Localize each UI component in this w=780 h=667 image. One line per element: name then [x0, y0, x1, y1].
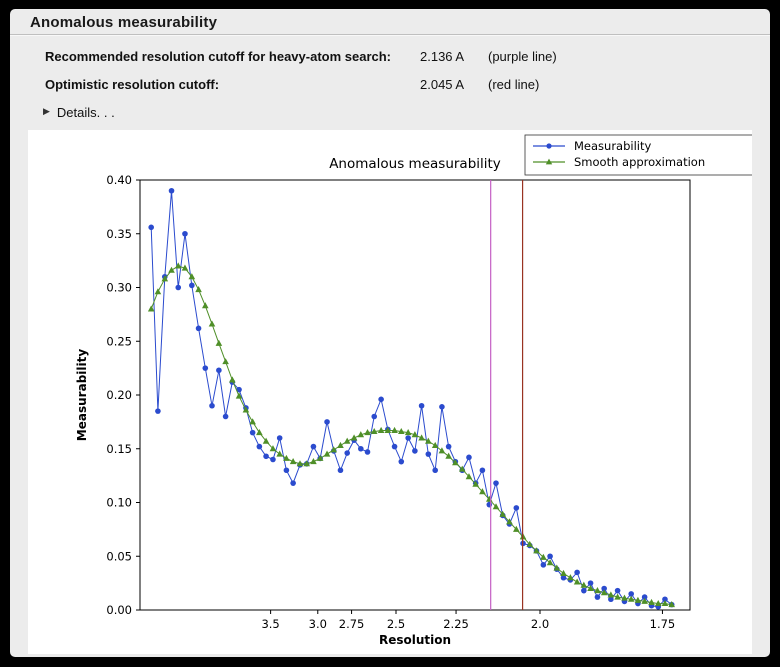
svg-text:0.10: 0.10: [106, 496, 132, 510]
svg-text:0.05: 0.05: [106, 549, 132, 563]
recommended-cutoff-row: Recommended resolution cutoff for heavy-…: [10, 49, 770, 67]
optimistic-cutoff-note: (red line): [488, 77, 540, 92]
chart-legend: Measurability Smooth approximation: [524, 134, 756, 176]
svg-text:0.30: 0.30: [106, 281, 132, 295]
panel-title: Anomalous measurability: [30, 14, 218, 31]
svg-text:1.75: 1.75: [650, 617, 676, 631]
svg-text:0.35: 0.35: [106, 227, 132, 241]
optimistic-cutoff-value: 2.045 A: [420, 77, 465, 92]
svg-text:2.5: 2.5: [387, 617, 405, 631]
recommended-cutoff-value: 2.136 A: [420, 49, 465, 64]
svg-text:0.00: 0.00: [106, 603, 132, 617]
svg-text:3.5: 3.5: [261, 617, 279, 631]
measurability-chart-svg: 0.000.050.100.150.200.250.300.350.403.5 3…: [75, 134, 756, 647]
series-measurability: [148, 187, 675, 610]
recommended-cutoff-note: (purple line): [488, 49, 557, 64]
svg-text:Smooth approximation: Smooth approximation: [574, 155, 705, 169]
series-smooth-approximation: [147, 262, 675, 608]
svg-text:0.15: 0.15: [106, 442, 132, 456]
svg-text:Measurability: Measurability: [574, 139, 651, 153]
x-axis-label: Resolution: [379, 633, 451, 647]
svg-text:0.40: 0.40: [106, 173, 132, 187]
plot-area: [139, 179, 691, 611]
chart-title: Anomalous measurability: [329, 156, 501, 172]
optimistic-cutoff-label: Optimistic resolution cutoff:: [45, 77, 220, 92]
svg-text:2.25: 2.25: [443, 617, 469, 631]
svg-text:2.0: 2.0: [531, 617, 549, 631]
x-axis: 3.5 3.0 2.75 2.5 2.25 2.0 1.75: [261, 610, 675, 631]
y-axis-label: Measurability: [75, 349, 89, 442]
svg-text:0.20: 0.20: [106, 388, 132, 402]
chart-figure: 0.00 0.05 0.10 0.15 0.20 0.25 0.30 0.35 0.40 3.5 3…: [28, 130, 756, 654]
svg-text:0.25: 0.25: [106, 334, 132, 348]
details-label: Details. . .: [56, 105, 115, 120]
svg-text:2.75: 2.75: [339, 617, 365, 631]
anomalous-measurability-panel: Anomalous measurability Recommended reso…: [10, 9, 770, 657]
header-divider: [10, 34, 770, 36]
svg-text:3.0: 3.0: [309, 617, 327, 631]
disclosure-triangle-icon: ▶: [43, 106, 50, 116]
optimistic-cutoff-row: Optimistic resolution cutoff: 2.045 A (r…: [10, 77, 770, 95]
y-axis: 0.00 0.05 0.10 0.15 0.20 0.25 0.30 0.35 0.40: [106, 173, 140, 617]
details-disclosure[interactable]: ▶ Details. . .: [43, 105, 115, 120]
recommended-cutoff-label: Recommended resolution cutoff for heavy-…: [45, 49, 392, 64]
